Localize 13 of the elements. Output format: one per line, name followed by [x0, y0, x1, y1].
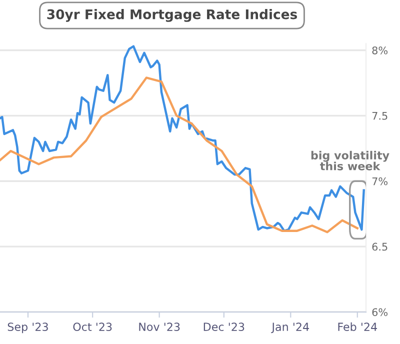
y-tick-label: 7.5	[372, 112, 388, 120]
x-tick-label: Nov '23	[139, 322, 180, 332]
x-tick-label: Jan '24	[271, 322, 309, 334]
x-tick-label: Sep '23	[8, 322, 48, 334]
annotation: big volatility this week	[311, 150, 390, 170]
x-tick-label: Dec '23	[204, 322, 244, 332]
y-tick-label: 6%	[372, 308, 388, 316]
y-tick-label: 7%	[372, 177, 388, 186]
y-tick-label: 8%	[372, 46, 388, 54]
y-tick-label: 6.5	[372, 242, 388, 251]
chart-title: 30yr Fixed Mortgage Rate Indices	[47, 9, 297, 22]
x-tick-label: Oct '23	[73, 322, 112, 332]
x-tick-label: Feb '24	[338, 322, 377, 332]
